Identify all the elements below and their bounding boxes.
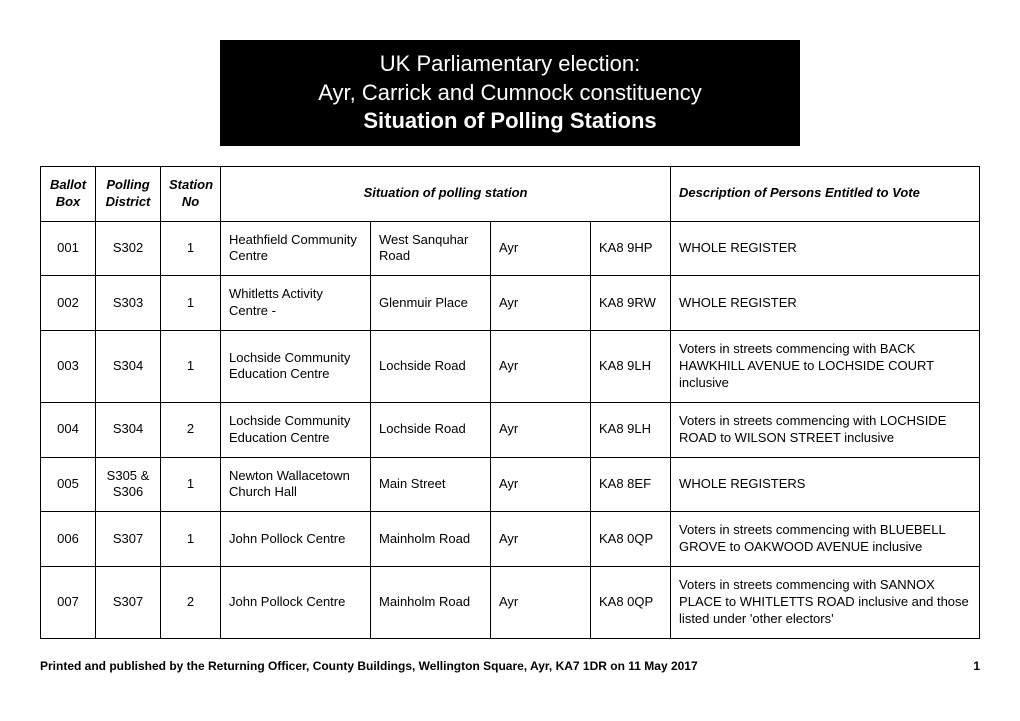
cell-ballot: 002 xyxy=(41,276,96,331)
cell-town: Ayr xyxy=(491,457,591,512)
cell-road: Mainholm Road xyxy=(371,567,491,639)
col-header-description: Description of Persons Entitled to Vote xyxy=(671,166,980,221)
cell-venue: Newton Wallacetown Church Hall xyxy=(221,457,371,512)
page-footer: Printed and published by the Returning O… xyxy=(40,659,980,673)
footer-page-number: 1 xyxy=(973,659,980,673)
footer-text: Printed and published by the Returning O… xyxy=(40,659,698,673)
table-row: 004S3042Lochside Community Education Cen… xyxy=(41,402,980,457)
cell-ballot: 007 xyxy=(41,567,96,639)
cell-district: S307 xyxy=(96,567,161,639)
cell-district: S304 xyxy=(96,402,161,457)
table-row: 003S3041Lochside Community Education Cen… xyxy=(41,331,980,403)
cell-description: WHOLE REGISTERS xyxy=(671,457,980,512)
cell-district: S307 xyxy=(96,512,161,567)
cell-town: Ayr xyxy=(491,567,591,639)
cell-town: Ayr xyxy=(491,276,591,331)
cell-town: Ayr xyxy=(491,331,591,403)
cell-venue: Heathfield Community Centre xyxy=(221,221,371,276)
cell-description: Voters in streets commencing with BLUEBE… xyxy=(671,512,980,567)
cell-description: Voters in streets commencing with LOCHSI… xyxy=(671,402,980,457)
cell-town: Ayr xyxy=(491,221,591,276)
cell-venue: Lochside Community Education Centre xyxy=(221,331,371,403)
cell-postcode: KA8 9RW xyxy=(591,276,671,331)
cell-postcode: KA8 8EF xyxy=(591,457,671,512)
title-line-1: UK Parliamentary election: xyxy=(240,50,780,79)
cell-postcode: KA8 9LH xyxy=(591,331,671,403)
cell-road: West Sanquhar Road xyxy=(371,221,491,276)
cell-venue: John Pollock Centre xyxy=(221,512,371,567)
cell-venue: John Pollock Centre xyxy=(221,567,371,639)
cell-district: S305 & S306 xyxy=(96,457,161,512)
table-row: 005S305 & S3061Newton Wallacetown Church… xyxy=(41,457,980,512)
cell-district: S303 xyxy=(96,276,161,331)
cell-ballot: 006 xyxy=(41,512,96,567)
cell-ballot: 004 xyxy=(41,402,96,457)
cell-road: Main Street xyxy=(371,457,491,512)
cell-station: 1 xyxy=(161,512,221,567)
table-header-row: Ballot Box Polling District Station No S… xyxy=(41,166,980,221)
cell-ballot: 001 xyxy=(41,221,96,276)
table-row: 001S3021Heathfield Community CentreWest … xyxy=(41,221,980,276)
cell-station: 1 xyxy=(161,457,221,512)
cell-venue: Lochside Community Education Centre xyxy=(221,402,371,457)
cell-station: 2 xyxy=(161,567,221,639)
cell-postcode: KA8 9LH xyxy=(591,402,671,457)
cell-description: Voters in streets commencing with BACK H… xyxy=(671,331,980,403)
cell-ballot: 005 xyxy=(41,457,96,512)
table-row: 007S3072John Pollock CentreMainholm Road… xyxy=(41,567,980,639)
cell-ballot: 003 xyxy=(41,331,96,403)
col-header-district: Polling District xyxy=(96,166,161,221)
polling-stations-table: Ballot Box Polling District Station No S… xyxy=(40,166,980,639)
cell-road: Lochside Road xyxy=(371,402,491,457)
cell-station: 1 xyxy=(161,276,221,331)
cell-postcode: KA8 0QP xyxy=(591,567,671,639)
cell-town: Ayr xyxy=(491,512,591,567)
cell-description: Voters in streets commencing with SANNOX… xyxy=(671,567,980,639)
cell-road: Mainholm Road xyxy=(371,512,491,567)
table-row: 002S3031Whitletts Activity Centre -Glenm… xyxy=(41,276,980,331)
col-header-station: Station No xyxy=(161,166,221,221)
cell-road: Glenmuir Place xyxy=(371,276,491,331)
cell-road: Lochside Road xyxy=(371,331,491,403)
cell-station: 1 xyxy=(161,331,221,403)
cell-venue: Whitletts Activity Centre - xyxy=(221,276,371,331)
title-line-2: Ayr, Carrick and Cumnock constituency xyxy=(240,79,780,108)
col-header-ballot: Ballot Box xyxy=(41,166,96,221)
cell-postcode: KA8 9HP xyxy=(591,221,671,276)
cell-station: 1 xyxy=(161,221,221,276)
col-header-situation: Situation of polling station xyxy=(221,166,671,221)
table-row: 006S3071John Pollock CentreMainholm Road… xyxy=(41,512,980,567)
cell-description: WHOLE REGISTER xyxy=(671,221,980,276)
title-line-3: Situation of Polling Stations xyxy=(240,107,780,136)
cell-postcode: KA8 0QP xyxy=(591,512,671,567)
cell-district: S302 xyxy=(96,221,161,276)
cell-town: Ayr xyxy=(491,402,591,457)
cell-station: 2 xyxy=(161,402,221,457)
cell-description: WHOLE REGISTER xyxy=(671,276,980,331)
cell-district: S304 xyxy=(96,331,161,403)
document-title-box: UK Parliamentary election: Ayr, Carrick … xyxy=(220,40,800,146)
